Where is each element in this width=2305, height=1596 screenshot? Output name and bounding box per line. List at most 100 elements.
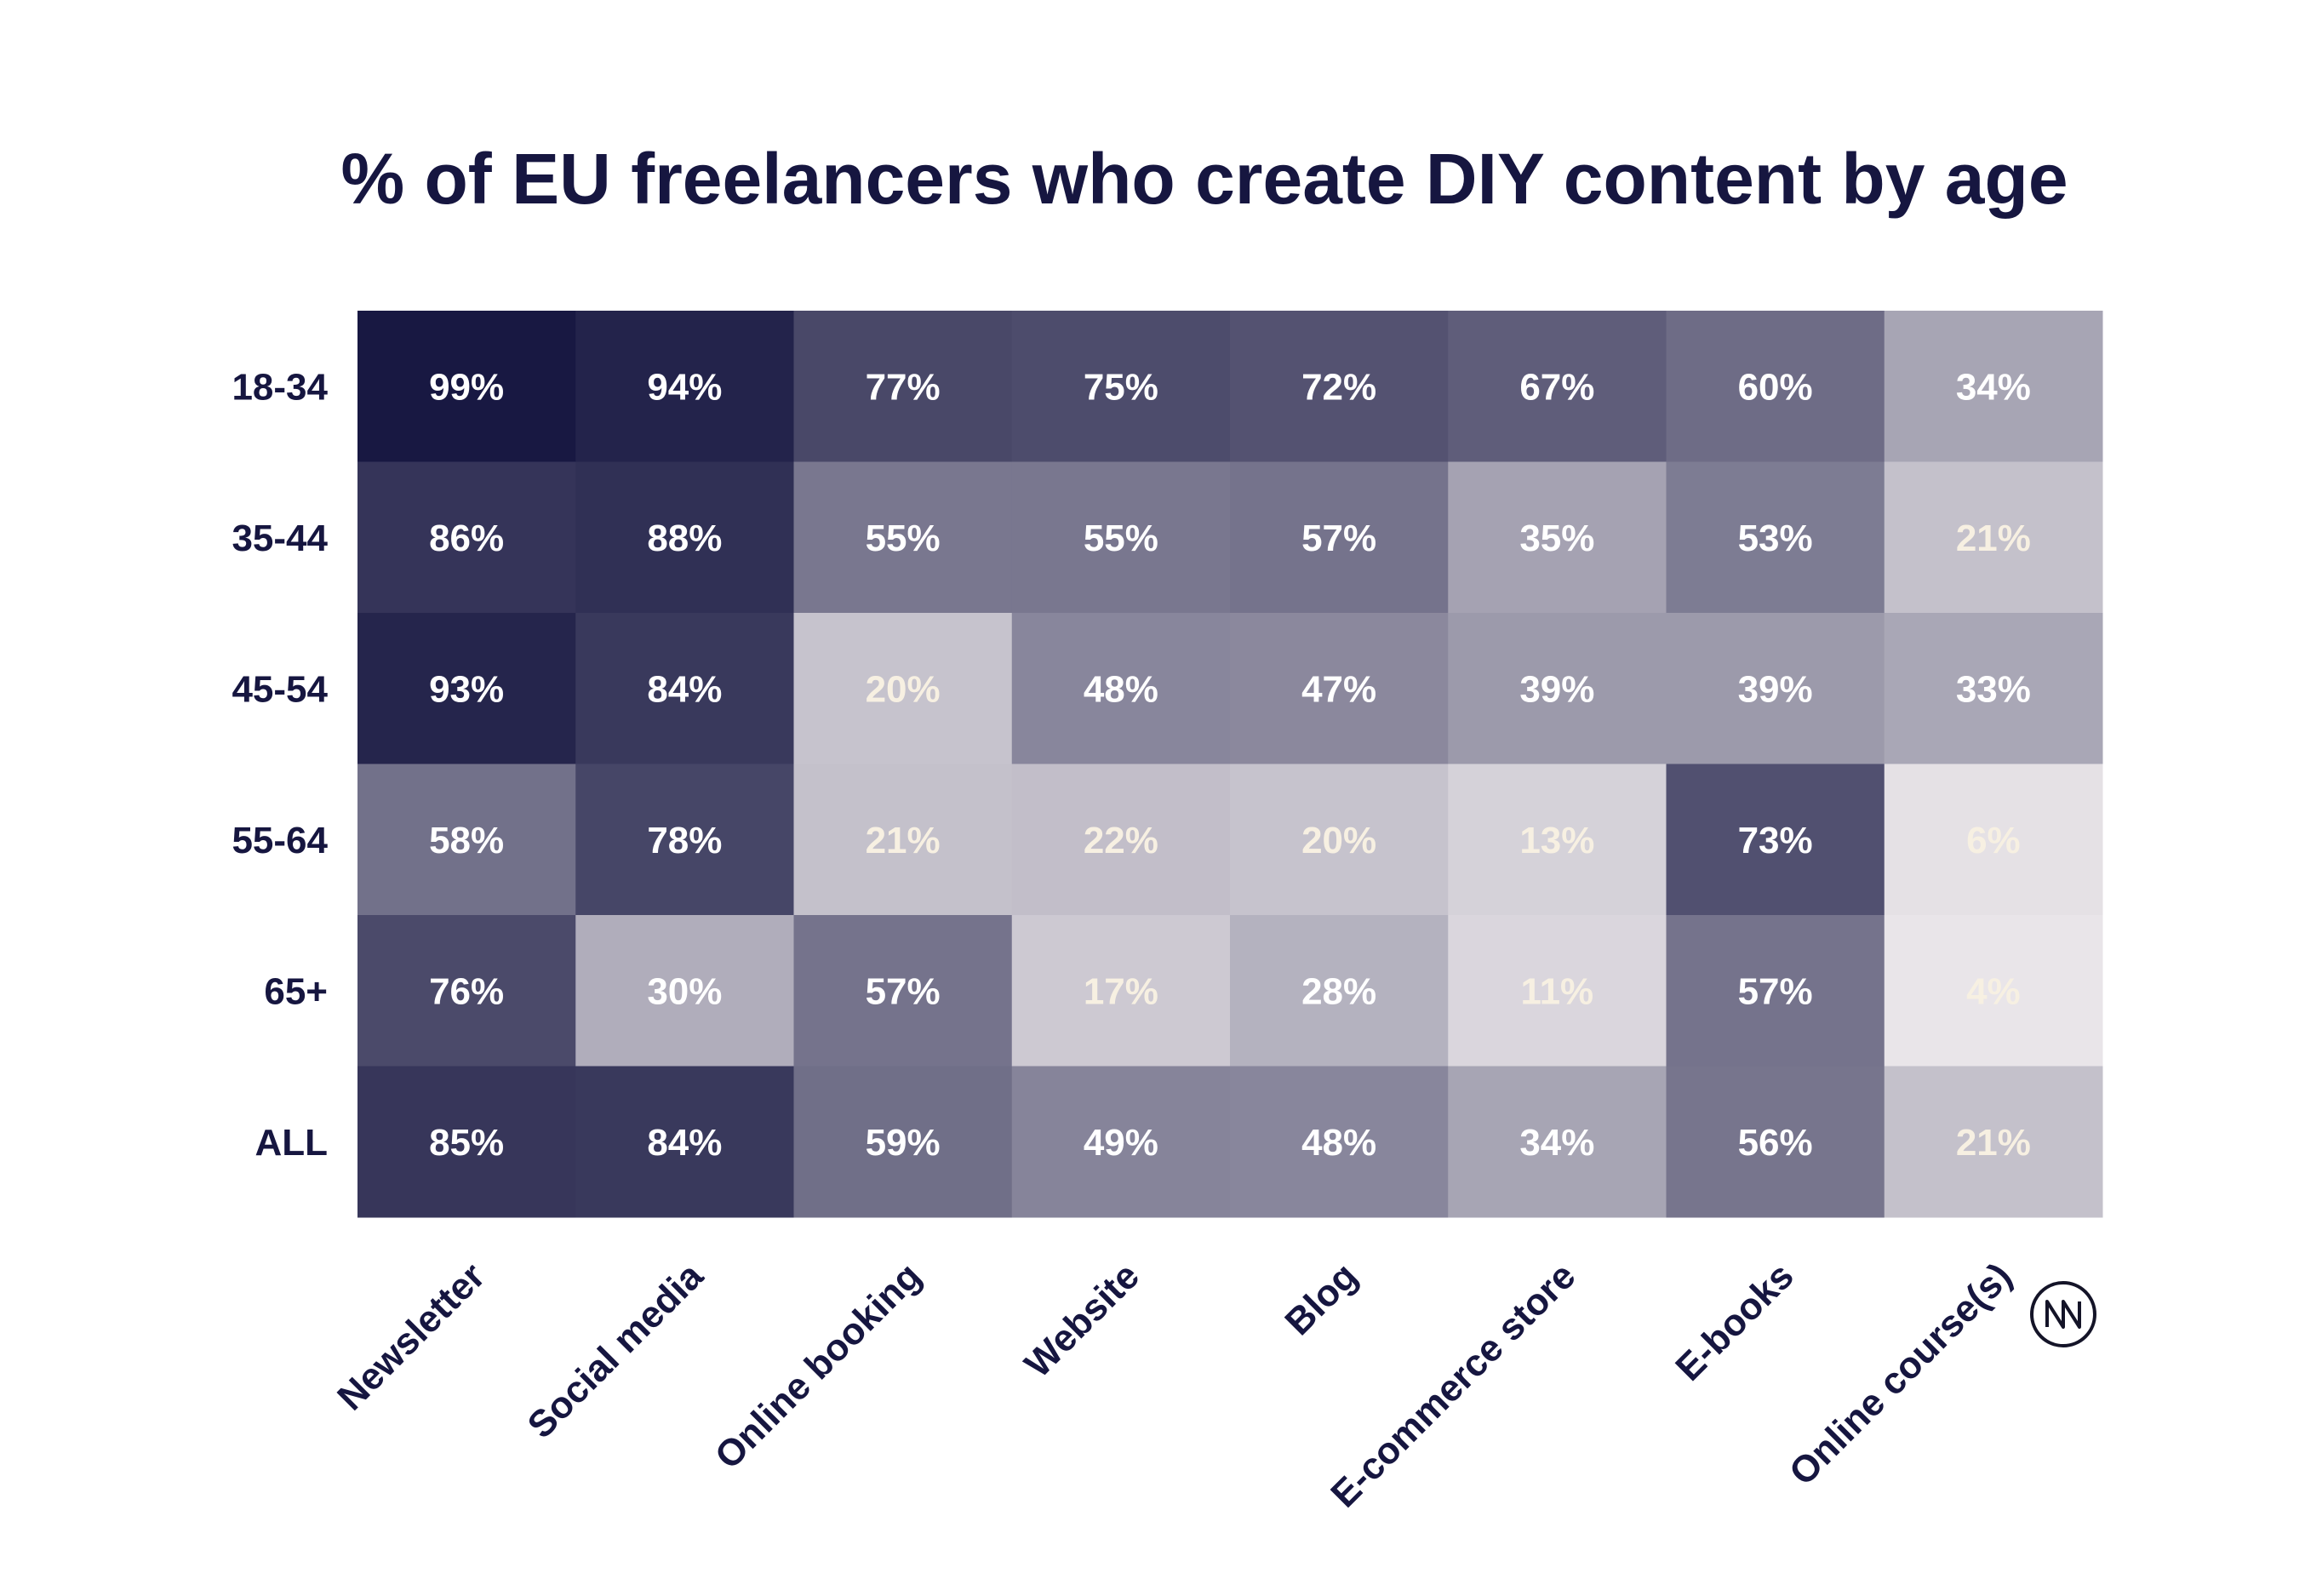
- cell-value-label: 20%: [1301, 820, 1376, 861]
- cell-value-label: 77%: [866, 367, 941, 409]
- heatmap-cell: [357, 461, 576, 614]
- heatmap-cell: [1666, 764, 1885, 916]
- cell-value-label: 21%: [866, 820, 941, 861]
- heatmap-cell: [1011, 311, 1231, 462]
- heatmap-cell: [575, 311, 794, 462]
- cell-value-label: 47%: [1301, 669, 1376, 711]
- heatmap-cell: [1011, 613, 1231, 764]
- heatmap-cell: [1011, 915, 1231, 1067]
- cell-value-label: 4%: [1966, 971, 2021, 1013]
- heatmap-cell: [1448, 613, 1667, 764]
- heatmap-cell: [575, 764, 794, 916]
- column-label: Online course(s): [1782, 1255, 2020, 1493]
- monogram-nm-icon: [2030, 1281, 2096, 1347]
- cell-value-label: 28%: [1301, 971, 1376, 1013]
- column-label: E-commerce store: [1323, 1255, 1583, 1515]
- row-label: 35-44: [232, 518, 328, 559]
- heatmap-cell: [1666, 311, 1885, 462]
- heatmap-cell: [1230, 1066, 1449, 1218]
- cell-value-label: 21%: [1956, 1122, 2031, 1164]
- cell-value-label: 11%: [1521, 971, 1594, 1013]
- heatmap-cell: [357, 311, 576, 462]
- row-label: 45-54: [232, 669, 328, 711]
- cell-value-label: 60%: [1738, 367, 1813, 409]
- heatmap-cell: [1884, 461, 2103, 614]
- cell-value-label: 39%: [1738, 669, 1813, 711]
- heatmap-cell: [1666, 915, 1885, 1067]
- cell-value-label: 53%: [1738, 518, 1813, 559]
- cell-value-label: 35%: [1519, 518, 1594, 559]
- heatmap-cell: [1230, 915, 1449, 1067]
- cell-value-label: 59%: [866, 1122, 941, 1164]
- cell-value-label: 75%: [1084, 367, 1158, 409]
- heatmap-cell: [575, 461, 794, 614]
- heatmap-cell: [1448, 311, 1667, 462]
- heatmap-cell: [1448, 461, 1667, 614]
- heatmap-cell: [1666, 1066, 1885, 1218]
- heatmap-cell: [357, 915, 576, 1067]
- cell-value-label: 73%: [1738, 820, 1813, 861]
- row-label: ALL: [255, 1122, 328, 1164]
- row-label: 65+: [264, 971, 328, 1013]
- heatmap-cell: [575, 613, 794, 764]
- heatmap-cell: [1666, 461, 1885, 614]
- cell-value-label: 56%: [1738, 1122, 1813, 1164]
- heatmap-cell: [1884, 915, 2103, 1067]
- heatmap-cell: [575, 915, 794, 1067]
- column-label: Social media: [520, 1255, 712, 1446]
- column-label: Website: [1017, 1255, 1147, 1385]
- heatmap-cell: [357, 764, 576, 916]
- heatmap-cell: [793, 311, 1013, 462]
- heatmap-cell: [793, 764, 1013, 916]
- cell-value-label: 57%: [1301, 518, 1376, 559]
- cell-value-label: 86%: [429, 518, 504, 559]
- heatmap-cell: [357, 613, 576, 764]
- cell-value-label: 34%: [1519, 1122, 1594, 1164]
- cell-value-label: 48%: [1084, 669, 1158, 711]
- row-label: 18-34: [232, 367, 328, 409]
- row-label: 55-64: [232, 820, 328, 861]
- column-label: Blog: [1277, 1255, 1365, 1343]
- column-label: E-books: [1667, 1255, 1801, 1388]
- cell-value-label: 78%: [647, 820, 722, 861]
- cell-value-label: 30%: [647, 971, 722, 1013]
- cell-value-label: 20%: [866, 669, 941, 711]
- heatmap-cell: [1448, 915, 1667, 1067]
- heatmap-cell: [1666, 613, 1885, 764]
- cell-value-label: 93%: [429, 669, 504, 711]
- heatmap-cells: 99% 94% 77% 75% 72% 67% 60% 34% 86% 88% 55% 55% 57% 3…: [357, 311, 2103, 1218]
- heatmap-cell: [1884, 613, 2103, 764]
- cell-value-label: 85%: [429, 1122, 504, 1164]
- cell-value-label: 13%: [1519, 820, 1594, 861]
- cell-value-label: 21%: [1956, 518, 2031, 559]
- column-label: Newsletter: [329, 1255, 493, 1418]
- heatmap-cell: [1230, 461, 1449, 614]
- cell-value-label: 39%: [1519, 669, 1594, 711]
- cell-value-label: 57%: [1738, 971, 1813, 1013]
- heatmap-cell: [793, 461, 1013, 614]
- cell-value-label: 34%: [1956, 367, 2031, 409]
- cell-value-label: 99%: [429, 367, 504, 409]
- cell-value-label: 58%: [429, 820, 504, 861]
- heatmap-cell: [575, 1066, 794, 1218]
- cell-value-label: 55%: [866, 518, 941, 559]
- heatmap-cell: [1884, 1066, 2103, 1218]
- heatmap-cell: [793, 1066, 1013, 1218]
- cell-value-label: 48%: [1301, 1122, 1376, 1164]
- heatmap-cell: [1884, 311, 2103, 462]
- heatmap-cell: [1884, 764, 2103, 916]
- cell-value-label: 17%: [1084, 971, 1158, 1013]
- heatmap-cell: [1230, 613, 1449, 764]
- heatmap-cell: [1011, 1066, 1231, 1218]
- cell-value-label: 76%: [429, 971, 504, 1013]
- cell-value-label: 67%: [1519, 367, 1594, 409]
- cell-value-label: 33%: [1956, 669, 2031, 711]
- cell-value-label: 84%: [647, 669, 722, 711]
- heatmap-cell: [1011, 764, 1231, 916]
- heatmap-cell: [1448, 1066, 1667, 1218]
- cell-value-label: 84%: [647, 1122, 722, 1164]
- heatmap-cell: [793, 915, 1013, 1067]
- heatmap-cell: [357, 1066, 576, 1218]
